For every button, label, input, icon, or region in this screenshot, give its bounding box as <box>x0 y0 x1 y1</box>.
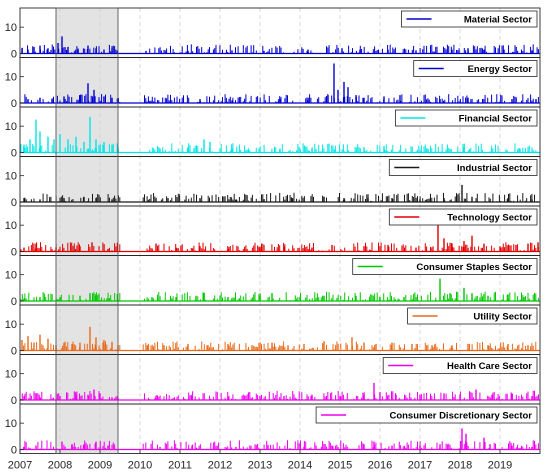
xtick-label-2014: 2014 <box>288 460 312 472</box>
panel-7: 0 10 Utility Sector <box>5 304 541 358</box>
panel-6-ytick-label-10: 10 <box>5 270 17 282</box>
shaded-crisis-period <box>56 8 118 454</box>
xtick-label-2009: 2009 <box>88 460 112 472</box>
legend-box <box>382 357 538 374</box>
panel-3-ytick-label-10: 10 <box>5 121 17 133</box>
panel-3-legend: Financial Sector <box>394 109 538 127</box>
xtick-label-2018: 2018 <box>448 460 472 472</box>
panel-9-ytick-label-10: 10 <box>5 418 17 430</box>
panel-6: 0 10 Consumer Staples Sector <box>5 255 541 308</box>
xtick-label-2010: 2010 <box>128 460 152 472</box>
shaded-region <box>56 8 118 454</box>
legend-box <box>352 258 538 275</box>
legend-label: Utility Sector <box>473 312 532 323</box>
legend-label: Energy Sector <box>468 64 533 75</box>
panel-2-legend: Energy Sector <box>413 60 538 77</box>
panel-4-ytick-label-10: 10 <box>5 171 17 183</box>
panel-4-ytick-label-0: 0 <box>11 197 17 209</box>
panel-8-ytick-label-10: 10 <box>5 369 17 381</box>
panel-1-legend: Material Sector <box>401 10 538 28</box>
legend-label: Material Sector <box>464 15 532 26</box>
panel-7-legend: Utility Sector <box>407 307 538 325</box>
xtick-label-2011: 2011 <box>168 460 192 472</box>
legend-label: Industrial Sector <box>457 163 532 174</box>
legend-label: Consumer Discretionary Sector <box>389 411 532 422</box>
panel-8-legend: Health Care Sector <box>382 357 538 374</box>
panel-4: 0 10 Industrial Sector <box>5 156 541 209</box>
legend-box <box>407 307 538 325</box>
panel-2-ytick-label-10: 10 <box>5 72 17 84</box>
legend-label: Financial Sector <box>459 114 533 125</box>
panel-5-ytick-label-10: 10 <box>5 220 17 232</box>
panel-5-ytick-label-0: 0 <box>11 247 17 259</box>
legend-box <box>401 10 538 28</box>
panel-3: 0 10 Financial Sector <box>5 106 541 160</box>
panel-8-baseline-activity <box>20 390 539 400</box>
legend-label: Health Care Sector <box>447 361 532 372</box>
panel-4-legend: Industrial Sector <box>388 159 538 176</box>
panel-2-ytick-label-0: 0 <box>11 98 17 110</box>
panel-1-ytick-label-0: 0 <box>11 49 17 61</box>
xtick-label-2016: 2016 <box>368 460 392 472</box>
xtick-label-2017: 2017 <box>408 460 432 472</box>
panel-6-legend: Consumer Staples Sector <box>352 258 538 275</box>
vertical-gridlines <box>59 8 501 454</box>
shaded-period-border <box>55 7 119 454</box>
panel-8-ytick-label-0: 0 <box>11 395 17 407</box>
legend-box <box>394 109 538 127</box>
panel-9-legend: Consumer Discretionary Sector <box>315 406 538 424</box>
legend-box <box>413 60 538 77</box>
panel-8: 0 10 Health Care Sector <box>5 354 541 407</box>
panel-7-ytick-label-0: 0 <box>11 346 17 358</box>
panel-9-frame <box>19 403 541 454</box>
panel-1: 0 10 Material Sector <box>5 7 541 61</box>
panel-1-ytick-label-10: 10 <box>5 22 17 34</box>
legend-label: Technology Sector <box>447 213 532 224</box>
panel-9: 0 10 Consumer Discretionary Sector <box>5 403 541 457</box>
xtick-label-2008: 2008 <box>48 460 72 472</box>
panel-3-ytick-label-0: 0 <box>11 148 17 160</box>
xtick-label-2019: 2019 <box>488 460 512 472</box>
panel-9-ytick-label-0: 0 <box>11 445 17 457</box>
panels: 0 10 Material Sector 0 10 Energy Sector 0 10 Fin… <box>5 7 541 457</box>
panel-6-ytick-label-0: 0 <box>11 296 17 308</box>
panel-2-baseline-activity <box>24 94 539 103</box>
x-axis: 2007 2008 2009 2010 2011 2012 2013 2014 2015 2016… <box>8 449 512 472</box>
panel-5-legend: Technology Sector <box>388 208 538 226</box>
legend-box <box>388 159 538 176</box>
legend-box <box>388 208 538 226</box>
xtick-label-2015: 2015 <box>328 460 352 472</box>
xtick-label-2007: 2007 <box>8 460 32 472</box>
xtick-label-2012: 2012 <box>208 460 232 472</box>
panel-7-ytick-label-10: 10 <box>5 319 17 331</box>
shaded-region-outline <box>55 7 119 454</box>
xtick-label-2013: 2013 <box>248 460 272 472</box>
legend-box <box>315 406 538 424</box>
legend-label: Consumer Staples Sector <box>416 262 532 273</box>
